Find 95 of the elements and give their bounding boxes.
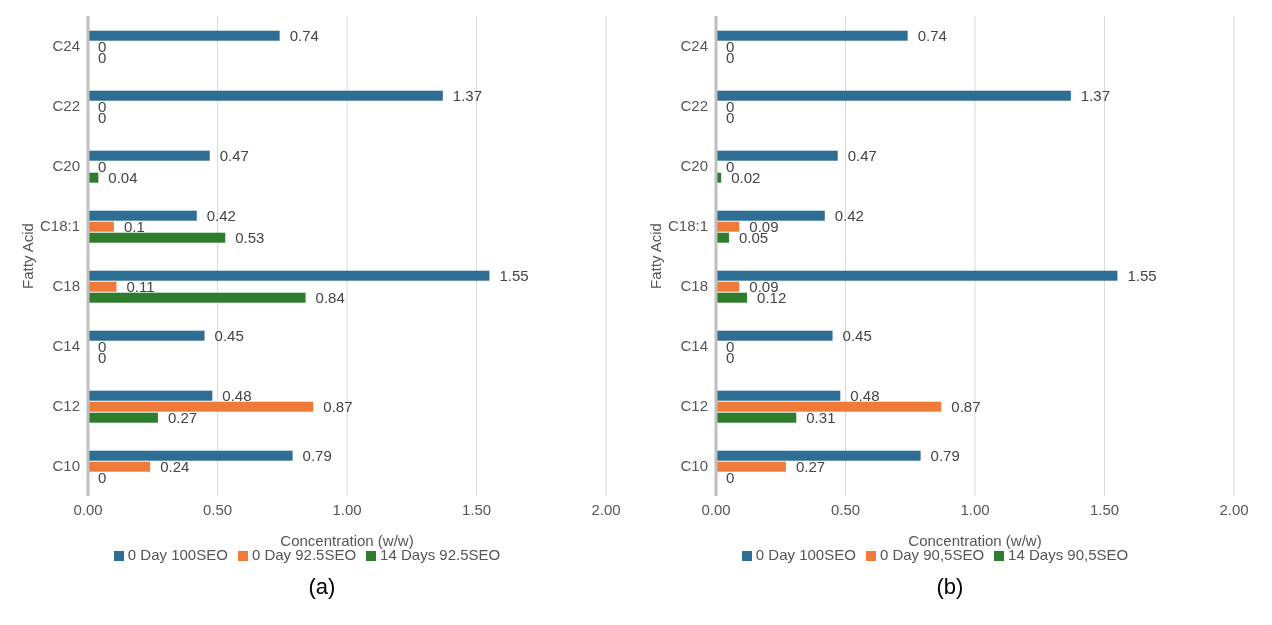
bar bbox=[716, 461, 786, 472]
bar bbox=[88, 221, 114, 232]
text: (b) bbox=[935, 574, 965, 600]
bar bbox=[88, 30, 280, 41]
y-tick-label: C12 bbox=[52, 397, 80, 415]
x-axis-title: Concentration (w/w) bbox=[280, 532, 414, 549]
bar bbox=[716, 281, 740, 292]
bar bbox=[88, 150, 210, 161]
bar bbox=[716, 270, 1118, 281]
x-tick-label: 1.50 bbox=[1089, 500, 1120, 518]
bar bbox=[716, 292, 748, 303]
data-label: 0.79 bbox=[302, 447, 332, 465]
data-label: 0.74 bbox=[917, 27, 947, 45]
data-label: 0.47 bbox=[847, 147, 877, 165]
data-label: 0.45 bbox=[842, 327, 872, 345]
bar bbox=[716, 90, 1071, 101]
x-tick-label: 1.00 bbox=[960, 500, 990, 518]
bar bbox=[716, 221, 740, 232]
bar bbox=[88, 390, 213, 401]
bar bbox=[88, 281, 117, 292]
data-label: 0.04 bbox=[108, 169, 138, 187]
data-label: 0.31 bbox=[806, 409, 836, 427]
data-label: 0.74 bbox=[289, 27, 319, 45]
bar bbox=[88, 232, 226, 243]
bar bbox=[88, 330, 205, 341]
bar bbox=[716, 412, 797, 423]
bar bbox=[88, 461, 151, 472]
y-tick-label: C18:1 bbox=[667, 217, 708, 235]
data-label: 0 bbox=[98, 469, 107, 487]
y-tick-label: C22 bbox=[680, 97, 708, 115]
data-label: 0.84 bbox=[315, 289, 345, 307]
data-label: 0.11 bbox=[126, 278, 155, 296]
bar bbox=[88, 292, 306, 303]
data-label: 0.42 bbox=[206, 207, 236, 225]
data-label: 1.37 bbox=[452, 87, 483, 105]
legend-label: 0 Day 100SEO bbox=[755, 546, 856, 563]
bar bbox=[88, 210, 197, 221]
bar bbox=[716, 401, 942, 412]
y-tick-label: C10 bbox=[680, 457, 708, 475]
y-tick-label: C18 bbox=[52, 277, 80, 295]
x-tick-label: 0.50 bbox=[830, 500, 861, 518]
legend-label: 0 Day 92.5SEO bbox=[251, 546, 357, 563]
y-tick-label: C18:1 bbox=[39, 217, 80, 235]
data-label: 1.55 bbox=[499, 267, 529, 285]
data-label: 0.27 bbox=[795, 458, 826, 476]
bar bbox=[88, 90, 443, 101]
bar bbox=[716, 150, 838, 161]
data-label: 0.48 bbox=[222, 387, 252, 405]
y-axis-title: Fatty Acid bbox=[19, 223, 37, 289]
bar bbox=[88, 270, 490, 281]
legend-label: 0 Day 100SEO bbox=[127, 546, 228, 563]
legend-label: 0 Day 90,5SEO bbox=[879, 546, 985, 563]
y-tick-label: C20 bbox=[680, 157, 708, 175]
y-tick-label: C22 bbox=[52, 97, 80, 115]
bar bbox=[716, 210, 825, 221]
x-tick-label: 0.50 bbox=[202, 500, 233, 518]
data-label: 0.47 bbox=[219, 147, 249, 165]
y-tick-label: C12 bbox=[680, 397, 708, 415]
y-tick-label: C24 bbox=[680, 37, 708, 55]
y-tick-label: C18 bbox=[680, 277, 708, 295]
bar bbox=[716, 30, 908, 41]
x-tick-label: 2.00 bbox=[591, 500, 621, 518]
y-tick-label: C14 bbox=[52, 337, 80, 355]
data-label: 0.79 bbox=[930, 447, 960, 465]
data-label: 0.87 bbox=[323, 398, 353, 416]
bar bbox=[88, 450, 293, 461]
data-label: 0.1 bbox=[123, 218, 145, 236]
y-tick-label: C14 bbox=[680, 337, 708, 355]
bar bbox=[716, 390, 841, 401]
data-label: 0.45 bbox=[214, 327, 244, 345]
y-tick-label: C10 bbox=[52, 457, 80, 475]
x-tick-label: 1.00 bbox=[332, 500, 362, 518]
data-label: 0.87 bbox=[951, 398, 981, 416]
text: (a) bbox=[307, 574, 337, 600]
data-label: 0 bbox=[98, 158, 107, 176]
bar bbox=[88, 412, 158, 423]
y-tick-label: C24 bbox=[52, 37, 80, 55]
bar bbox=[88, 401, 314, 412]
x-tick-label: 0.00 bbox=[73, 500, 103, 518]
bar bbox=[716, 450, 921, 461]
y-tick-label: C20 bbox=[52, 157, 80, 175]
x-tick-label: 2.00 bbox=[1219, 500, 1249, 518]
data-label: 0 bbox=[726, 469, 735, 487]
data-label: 0.48 bbox=[850, 387, 880, 405]
data-label: 0.42 bbox=[834, 207, 864, 225]
data-label: 0.27 bbox=[167, 409, 198, 427]
data-label: 1.55 bbox=[1127, 267, 1157, 285]
bar bbox=[716, 330, 833, 341]
x-tick-label: 0.00 bbox=[701, 500, 731, 518]
data-label: 0.53 bbox=[235, 229, 265, 247]
data-label: 1.37 bbox=[1080, 87, 1111, 105]
y-axis-title: Fatty Acid bbox=[647, 223, 665, 289]
data-label: 0.24 bbox=[160, 458, 190, 476]
x-axis-title: Concentration (w/w) bbox=[908, 532, 1042, 549]
x-tick-label: 1.50 bbox=[461, 500, 492, 518]
